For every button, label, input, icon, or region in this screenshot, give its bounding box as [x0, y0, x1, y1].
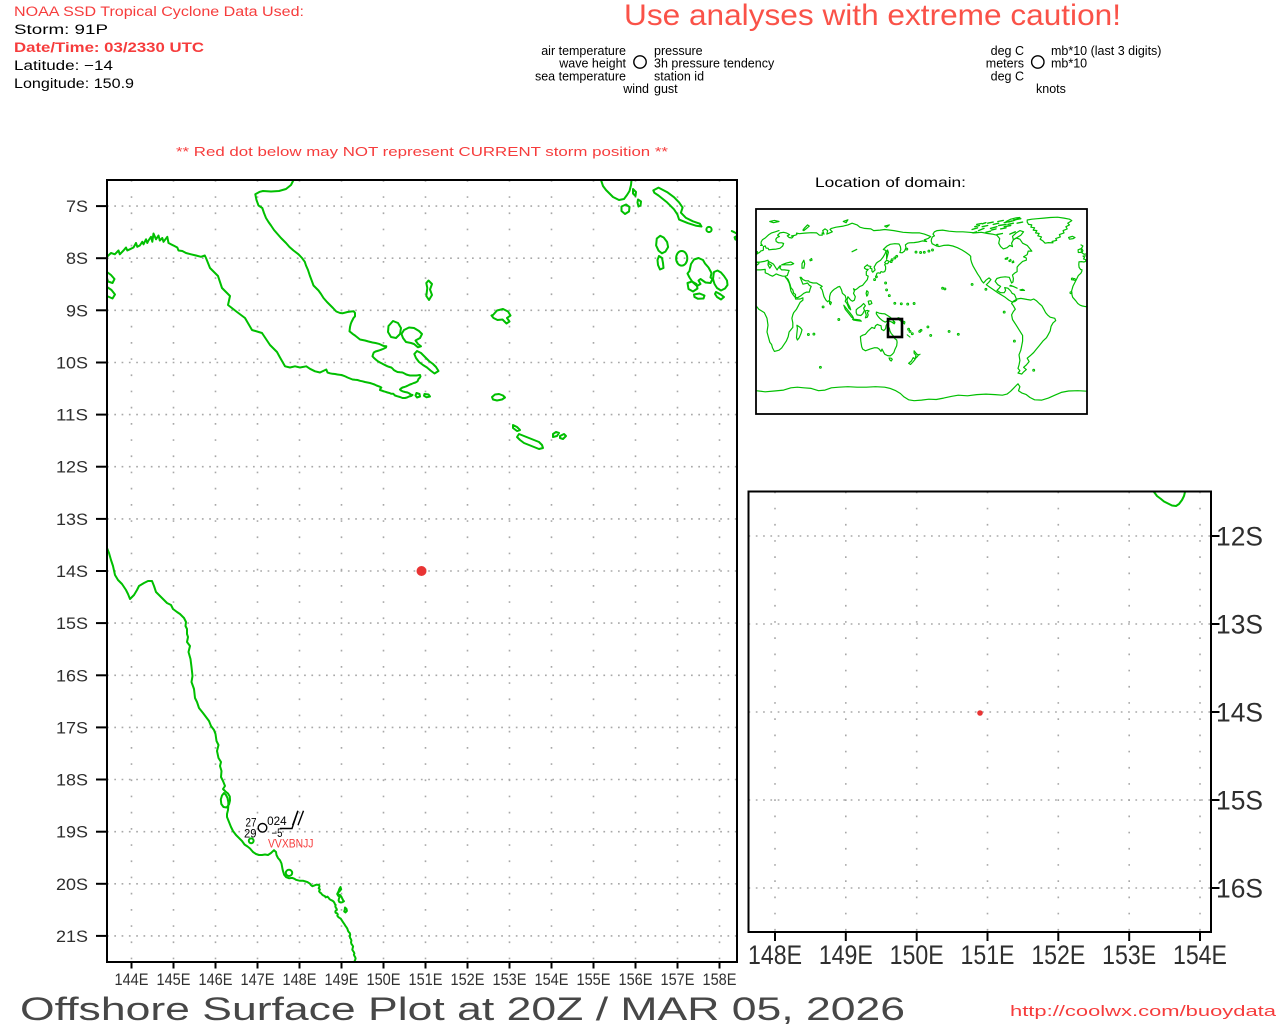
svg-text:NOAA SSD Tropical Cyclone Data: NOAA SSD Tropical Cyclone Data Used: [14, 4, 304, 19]
svg-text:7S: 7S [66, 197, 88, 216]
svg-text:153E: 153E [492, 970, 526, 989]
svg-text:pressure: pressure [654, 44, 703, 58]
svg-text:deg C: deg C [991, 44, 1024, 58]
svg-text:20S: 20S [56, 875, 88, 894]
svg-text:14S: 14S [56, 562, 88, 581]
svg-text:29: 29 [244, 829, 257, 841]
svg-text:11S: 11S [56, 406, 88, 425]
svg-text:3h pressure tendency: 3h pressure tendency [654, 57, 775, 71]
svg-text:154E: 154E [1173, 940, 1227, 970]
svg-text:145E: 145E [156, 970, 190, 989]
svg-text:** Red dot below may NOT repre: ** Red dot below may NOT represent CURRE… [176, 145, 668, 159]
svg-text:155E: 155E [576, 970, 610, 989]
svg-text:21S: 21S [56, 927, 88, 946]
svg-text:8S: 8S [66, 249, 88, 268]
svg-text:14S: 14S [1216, 698, 1263, 728]
svg-text:10S: 10S [56, 353, 88, 372]
svg-text:152E: 152E [1031, 940, 1085, 970]
svg-text:Location of domain:: Location of domain: [815, 174, 966, 190]
svg-text:sea temperature: sea temperature [535, 69, 626, 83]
svg-text:149E: 149E [819, 940, 873, 970]
svg-text:158E: 158E [702, 970, 736, 989]
svg-text:149E: 149E [324, 970, 358, 989]
svg-text:024: 024 [267, 816, 287, 828]
svg-text:13S: 13S [1216, 610, 1263, 640]
svg-text:wave height: wave height [558, 57, 626, 71]
svg-text:Longitude: 150.9: Longitude: 150.9 [14, 76, 134, 91]
svg-text:Date/Time: 03/2330 UTC: Date/Time: 03/2330 UTC [14, 39, 204, 55]
svg-text:Storm: 91P: Storm: 91P [14, 22, 108, 37]
svg-text:deg C: deg C [991, 69, 1024, 83]
svg-text:156E: 156E [618, 970, 652, 989]
svg-text:station id: station id [654, 69, 704, 83]
svg-text:mb*10: mb*10 [1051, 57, 1087, 71]
svg-text:16S: 16S [1216, 874, 1263, 904]
svg-text:air temperature: air temperature [541, 44, 626, 58]
svg-text:15S: 15S [1216, 786, 1263, 816]
svg-text:9S: 9S [66, 301, 88, 320]
svg-text:Use analyses with extreme caut: Use analyses with extreme caution! [624, 0, 1121, 32]
svg-text:148E: 148E [748, 940, 802, 970]
svg-text:meters: meters [986, 57, 1024, 71]
svg-text:−5: −5 [272, 828, 283, 840]
svg-text:147E: 147E [240, 970, 274, 989]
svg-text:mb*10 (last 3 digits): mb*10 (last 3 digits) [1051, 44, 1161, 58]
svg-text:13S: 13S [56, 510, 88, 529]
svg-text:wind: wind [622, 82, 649, 96]
svg-text:27: 27 [246, 818, 257, 830]
svg-text:18S: 18S [56, 771, 88, 790]
svg-text:150E: 150E [890, 940, 944, 970]
svg-text:http://coolwx.com/buoydata: http://coolwx.com/buoydata [1010, 1004, 1277, 1020]
svg-text:knots: knots [1036, 82, 1066, 96]
svg-text:146E: 146E [198, 970, 232, 989]
svg-text:152E: 152E [450, 970, 484, 989]
svg-text:154E: 154E [534, 970, 568, 989]
svg-text:15S: 15S [56, 614, 88, 633]
svg-text:151E: 151E [960, 940, 1014, 970]
svg-text:16S: 16S [56, 666, 88, 685]
svg-text:148E: 148E [282, 970, 316, 989]
svg-text:19S: 19S [56, 823, 88, 842]
svg-text:gust: gust [654, 82, 678, 96]
svg-text:151E: 151E [408, 970, 442, 989]
svg-text:12S: 12S [56, 458, 88, 477]
svg-text:Latitude: −14: Latitude: −14 [14, 58, 114, 73]
svg-text:157E: 157E [660, 970, 694, 989]
svg-text:150E: 150E [366, 970, 400, 989]
svg-text:17S: 17S [56, 718, 88, 737]
svg-text:Offshore Surface Plot at 20Z /: Offshore Surface Plot at 20Z / MAR 05, 2… [20, 991, 905, 1024]
svg-text:153E: 153E [1102, 940, 1156, 970]
svg-text:12S: 12S [1216, 522, 1263, 552]
svg-text:VVXBNJJ: VVXBNJJ [268, 839, 314, 851]
svg-text:144E: 144E [114, 970, 148, 989]
